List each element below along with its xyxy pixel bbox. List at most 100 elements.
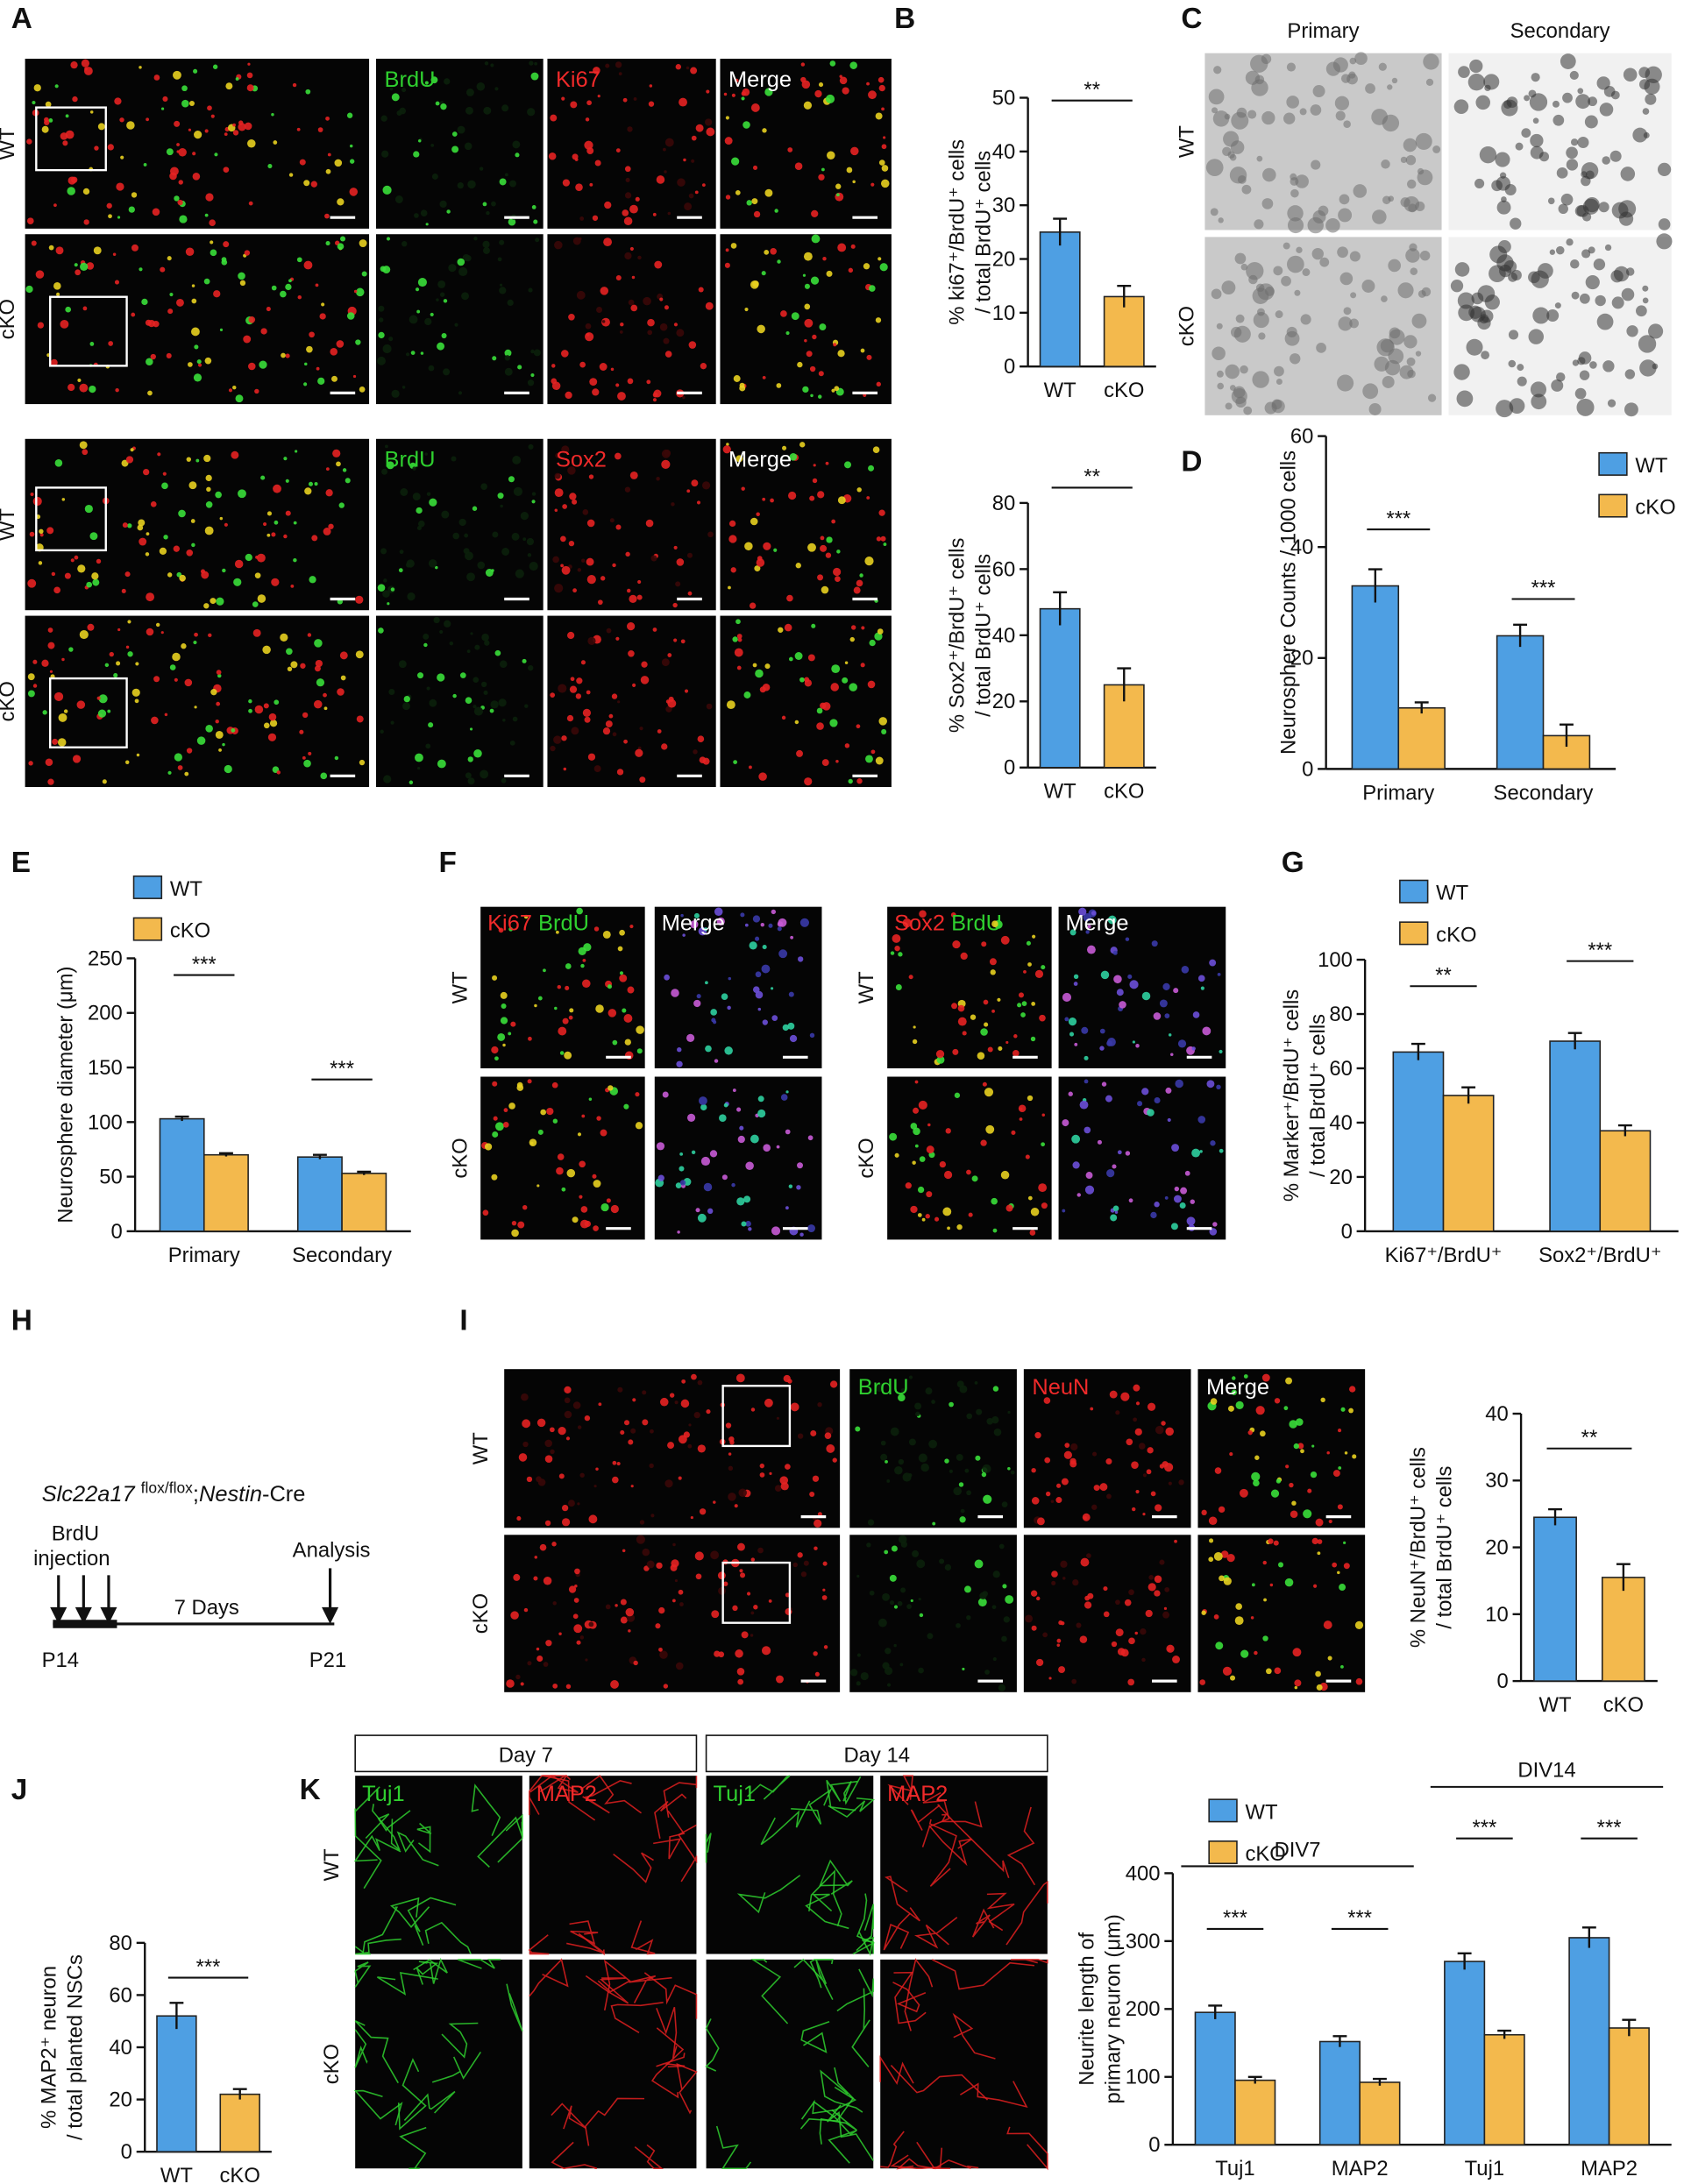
- cell: [337, 198, 345, 206]
- cell: [537, 996, 543, 1001]
- cell: [1530, 381, 1547, 398]
- cell: [188, 362, 193, 367]
- cell: [558, 1473, 565, 1479]
- cell: [1469, 59, 1483, 74]
- cell: [551, 1081, 558, 1088]
- cell: [839, 76, 848, 85]
- cell: [35, 270, 45, 279]
- cell: [153, 676, 160, 683]
- cell: [527, 108, 536, 117]
- cell: [410, 351, 416, 355]
- cell: [731, 1182, 735, 1188]
- cell: [516, 1515, 522, 1521]
- cell: [913, 1127, 920, 1136]
- y-axis-title: / total BrdU⁺ cells: [1306, 1014, 1330, 1177]
- cell: [1261, 1373, 1270, 1382]
- cell: [1269, 1583, 1274, 1587]
- cell: [139, 66, 142, 69]
- cell: [652, 398, 657, 402]
- cell: [1208, 1516, 1218, 1525]
- cell: [635, 196, 640, 202]
- cell: [693, 749, 698, 755]
- cell: [457, 125, 465, 134]
- cell: [1035, 1596, 1041, 1601]
- cell: [1106, 1493, 1112, 1500]
- cell: [983, 999, 989, 1005]
- cell: [744, 542, 753, 551]
- cell: [926, 1145, 934, 1154]
- cell: [870, 182, 875, 187]
- cell: [465, 772, 472, 779]
- cell: [480, 769, 489, 779]
- cell: [517, 365, 522, 370]
- cell: [751, 198, 758, 205]
- cell: [869, 639, 876, 647]
- y-axis-title: % MAP2⁺ neuron: [38, 1966, 61, 2129]
- cell: [273, 484, 281, 493]
- cell: [722, 445, 731, 454]
- cell: [476, 82, 486, 91]
- cell: [484, 1143, 493, 1151]
- cell: [615, 274, 622, 280]
- cell: [730, 243, 737, 249]
- cell: [1311, 1444, 1315, 1448]
- cell: [570, 677, 575, 682]
- cell: [750, 1611, 755, 1615]
- cell: [1337, 374, 1354, 392]
- cell: [677, 1230, 680, 1234]
- cell: [622, 97, 628, 103]
- panel-letter: F: [439, 847, 457, 879]
- neurite: [353, 2089, 403, 2126]
- cell: [423, 633, 430, 640]
- cell: [177, 765, 183, 770]
- cell: [80, 262, 89, 272]
- cell: [878, 717, 887, 726]
- cell: [290, 584, 295, 588]
- cell: [664, 305, 669, 310]
- cell: [430, 143, 435, 147]
- bar: [1568, 1937, 1610, 2146]
- cell: [724, 262, 730, 268]
- legend-label: cKO: [170, 919, 210, 943]
- cell: [1325, 61, 1341, 76]
- cell: [577, 1425, 582, 1429]
- cell: [1332, 1562, 1338, 1568]
- neurite: [630, 1920, 656, 1955]
- cell: [470, 632, 473, 635]
- arrow-head: [50, 1606, 68, 1624]
- cell: [1147, 1109, 1155, 1117]
- cell: [1593, 259, 1606, 271]
- cell: [906, 1604, 912, 1609]
- x-tick-label: cKO: [220, 2164, 260, 2184]
- cell: [968, 1212, 973, 1217]
- cell: [1362, 383, 1379, 400]
- cell: [431, 173, 438, 180]
- cell: [1205, 159, 1224, 176]
- cell: [732, 636, 738, 642]
- cell: [559, 1051, 565, 1055]
- cell: [1124, 1599, 1132, 1606]
- legend-swatch: [132, 917, 163, 941]
- cell: [523, 914, 529, 919]
- cell: [669, 1393, 675, 1398]
- cell: [1384, 359, 1401, 376]
- cell: [1579, 370, 1590, 380]
- cell: [889, 1132, 898, 1141]
- cell: [31, 240, 37, 246]
- cell: [169, 664, 176, 670]
- cell: [464, 142, 473, 151]
- neurite: [760, 1800, 811, 1846]
- cell: [257, 594, 266, 603]
- cell: [1086, 945, 1096, 954]
- cell: [1481, 351, 1490, 360]
- cell: [850, 244, 856, 249]
- cell: [568, 540, 575, 547]
- cell: [1474, 178, 1485, 188]
- cell: [914, 1402, 922, 1410]
- cell: [684, 689, 689, 693]
- neurite: [715, 2125, 752, 2170]
- cell: [508, 217, 516, 226]
- separator: ;: [193, 1482, 199, 1507]
- cell: [1546, 309, 1560, 323]
- cell: [673, 545, 678, 550]
